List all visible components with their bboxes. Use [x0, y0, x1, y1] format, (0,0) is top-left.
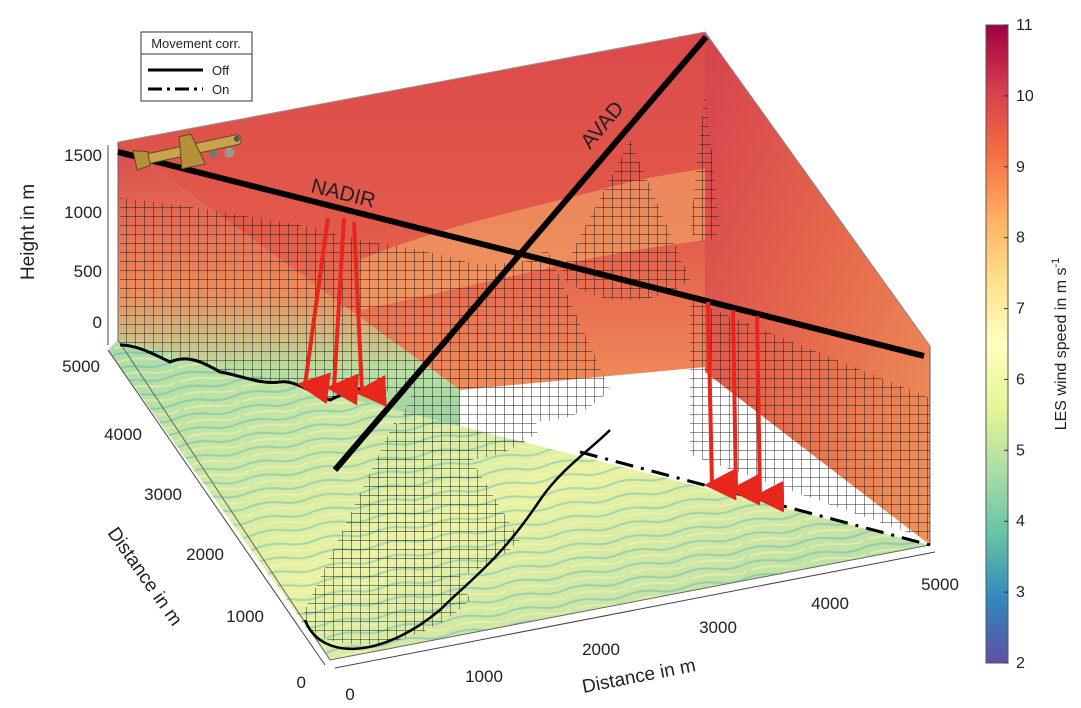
- y-tick-label: 5000: [62, 357, 100, 376]
- beam-arrow-left-1: [297, 217, 331, 405]
- nadir-curtain-right: [690, 300, 930, 540]
- avad-cone-5: [560, 140, 690, 301]
- z-tick-label: 1500: [64, 146, 102, 165]
- avad-flight-track: [332, 35, 709, 472]
- x-tick-label: 2000: [582, 640, 620, 659]
- colorbar-label-text: LES wind speed in m s: [1053, 268, 1070, 431]
- y-tick-label: 1000: [226, 607, 264, 626]
- x-tick-label: 0: [345, 685, 354, 704]
- colorbar-tick-label: 10: [1016, 88, 1034, 105]
- z-axis: 0 500 1000 1500 Height in m: [18, 145, 109, 345]
- legend-label-on: On: [212, 82, 229, 97]
- avad-cone-3: [420, 320, 540, 460]
- colorbar-tick-label: 6: [1016, 371, 1025, 388]
- avad-cone-4: [480, 245, 610, 422]
- avad-cones: [300, 90, 720, 650]
- colorbar-tick-label: 5: [1016, 442, 1025, 459]
- colorbar-tick-label: 4: [1016, 513, 1025, 530]
- colorbar-tick-label: 9: [1016, 159, 1025, 176]
- x-axis-label: Distance in m: [580, 655, 697, 698]
- y-tick-label: 2000: [186, 545, 224, 564]
- avad-cone-far: [690, 90, 720, 242]
- beam-arrow-left-2: [326, 217, 359, 406]
- aircraft-icon: [132, 133, 242, 171]
- z-tick-label: 0: [93, 313, 102, 332]
- z-axis-label: Height in m: [18, 184, 39, 280]
- beam-arrow-right-1: [704, 301, 737, 501]
- x-tick-label: 4000: [811, 594, 849, 613]
- colorbar-label: LES wind speed in m s-1: [1050, 258, 1070, 431]
- y-axis-line: [107, 349, 326, 666]
- box-edge-back: [704, 31, 931, 347]
- floor-streaks: [108, 340, 930, 660]
- y-tick-label: 4000: [104, 425, 142, 444]
- z-tick-label: 1000: [64, 203, 102, 222]
- avad-cone-2: [340, 375, 520, 585]
- colorbar: 2 3 4 5 6 7 8 9 10 11 LES wind speed in m s-1: [985, 17, 1070, 672]
- colorbar-label-superscript: -1: [1050, 258, 1062, 268]
- colorbar-tick-label: 8: [1016, 230, 1025, 247]
- legend: Movement corr. Off On: [140, 31, 253, 102]
- colorbar-tick-label: 2: [1016, 655, 1025, 672]
- colorbar-tick-label: 3: [1016, 584, 1025, 601]
- beam-arrow-left-3: [352, 221, 387, 407]
- nadir-curtain-right-base: [579, 450, 931, 547]
- nadir-beams: [297, 217, 785, 513]
- beam-arrow-right-3: [752, 315, 785, 513]
- y-tick-label: 3000: [144, 485, 182, 504]
- colorbar-ticks: 2 3 4 5 6 7 8 9 10 11: [1004, 17, 1034, 672]
- x-tick-label: 3000: [699, 618, 737, 637]
- x-axis-line: [334, 551, 936, 669]
- y-axis-label: Distance in m: [103, 524, 186, 630]
- avad-cone-base-curve: [303, 429, 611, 650]
- colorbar-ramp: [985, 24, 1009, 664]
- y-tick-label: 0: [297, 673, 306, 692]
- x-tick-label: 1000: [465, 667, 503, 686]
- beam-arrow-right-2: [728, 309, 761, 506]
- box-edge-top: [117, 31, 706, 143]
- z-tick-label: 500: [74, 262, 102, 281]
- colorbar-tick-label: 7: [1016, 301, 1025, 318]
- colorbar-tick-label: 11: [1016, 17, 1033, 34]
- x-tick-label: 5000: [921, 575, 959, 594]
- legend-label-off: Off: [212, 63, 229, 78]
- legend-title: Movement corr.: [151, 36, 241, 51]
